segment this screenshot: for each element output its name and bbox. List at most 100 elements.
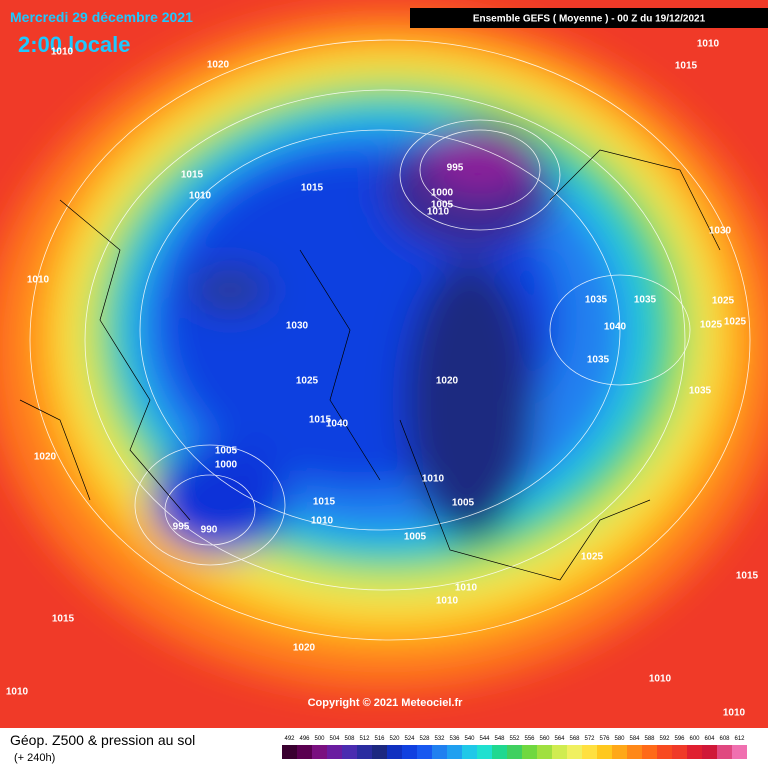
scale-swatch [327, 745, 342, 759]
scale-swatch [537, 745, 552, 759]
scale-label: 608 [719, 736, 730, 742]
scale-label: 492 [284, 736, 295, 742]
isobar-label: 1010 [6, 687, 29, 698]
scale-label: 508 [344, 736, 355, 742]
scale-swatch [372, 745, 387, 759]
scale-swatch [447, 745, 462, 759]
isobar-label: 1025 [581, 552, 604, 563]
scale-swatch [342, 745, 357, 759]
scale-swatch [387, 745, 402, 759]
scale-label: 576 [599, 736, 610, 742]
color-scale: 492 496 500 504 508 512 516 520 524 528 532 536 540 5… [282, 736, 747, 759]
scale-label: 548 [494, 736, 505, 742]
scale-swatch [567, 745, 582, 759]
isobar-label: 1010 [311, 516, 334, 527]
map-field [0, 0, 768, 728]
scale-label: 588 [644, 736, 655, 742]
isobar-label: 1040 [604, 322, 627, 333]
scale-label: 500 [314, 736, 325, 742]
isobar-label: 1035 [585, 295, 608, 306]
scale-label: 516 [374, 736, 385, 742]
isobar-label: 1000 [215, 460, 238, 471]
scale-swatch [507, 745, 522, 759]
scale-swatch [357, 745, 372, 759]
isobar-label: 1015 [52, 614, 75, 625]
isobar-label: 1040 [326, 419, 349, 430]
scale-swatch [702, 745, 717, 759]
isobar-label: 1035 [689, 386, 712, 397]
scale-label: 536 [449, 736, 460, 742]
scale-swatch [597, 745, 612, 759]
isobar-label: 1015 [675, 61, 698, 72]
scale-label: 600 [689, 736, 700, 742]
isobar-label: 1010 [422, 474, 445, 485]
legend-title: Géop. Z500 & pression au sol [10, 732, 195, 748]
isobar-label: 1030 [286, 321, 309, 332]
isobar-label: 1000 [431, 188, 454, 199]
isobar-label: 1030 [709, 226, 732, 237]
scale-swatch [312, 745, 327, 759]
scale-swatch [297, 745, 312, 759]
scale-swatch [477, 745, 492, 759]
scale-label: 496 [299, 736, 310, 742]
isobar-label: 1025 [700, 320, 723, 331]
scale-swatch [687, 745, 702, 759]
scale-swatch [282, 745, 297, 759]
isobar-label: 1035 [587, 355, 610, 366]
scale-swatch [612, 745, 627, 759]
scale-label: 560 [539, 736, 550, 742]
isobar-label: 1020 [207, 60, 230, 71]
scale-label: 568 [569, 736, 580, 742]
scale-swatch [642, 745, 657, 759]
scale-label: 592 [659, 736, 670, 742]
isobar-label: 1015 [301, 183, 324, 194]
scale-swatch [552, 745, 567, 759]
copyright: Copyright © 2021 Meteociel.fr [308, 697, 464, 709]
isobar-label: 1010 [455, 583, 478, 594]
isobar-label: 1005 [215, 446, 238, 457]
forecast-time: 2:00 locale [18, 32, 131, 57]
isobar-label: 1015 [309, 415, 332, 426]
scale-label: 604 [704, 736, 715, 742]
isobar-label: 995 [173, 522, 190, 533]
scale-label: 564 [554, 736, 565, 742]
run-banner [410, 8, 768, 28]
scale-swatch [402, 745, 417, 759]
scale-label: 556 [524, 736, 535, 742]
scale-swatch [732, 745, 747, 759]
isobar-label: 1010 [649, 674, 672, 685]
isobar-label: 1010 [27, 275, 50, 286]
isobar-label: 1025 [712, 296, 735, 307]
scale-label: 596 [674, 736, 685, 742]
scale-swatch [462, 745, 477, 759]
isobar-label: 995 [447, 163, 464, 174]
isobar-label: 1035 [634, 295, 657, 306]
scale-swatch [627, 745, 642, 759]
isobar-label: 990 [201, 525, 218, 536]
scale-swatch [522, 745, 537, 759]
scale-label: 584 [629, 736, 640, 742]
isobar-label: 1020 [436, 376, 459, 387]
isobar-label: 1020 [293, 643, 316, 654]
scale-label: 504 [329, 736, 340, 742]
forecast-date: Mercredi 29 décembre 2021 [10, 9, 193, 25]
isobar-label: 1015 [736, 571, 759, 582]
isobar-label: 1010 [189, 191, 212, 202]
isobar-label: 1015 [313, 497, 336, 508]
isobar-labels: 1010102010151010101599510001005101010101… [6, 39, 759, 719]
scale-label: 540 [464, 736, 475, 742]
scale-label: 552 [509, 736, 520, 742]
scale-swatch [492, 745, 507, 759]
scale-label: 524 [404, 736, 415, 742]
isobar-label: 1010 [427, 207, 450, 218]
scale-label: 520 [389, 736, 400, 742]
isobar-label: 1010 [51, 47, 74, 58]
isobar-label: 1005 [431, 200, 454, 211]
scale-label: 544 [479, 736, 490, 742]
run-info: Ensemble GEFS ( Moyenne ) - 00 Z du 19/1… [473, 14, 706, 25]
isobar-label: 1015 [181, 170, 204, 181]
scale-swatch [672, 745, 687, 759]
isobar-label: 1005 [404, 532, 427, 543]
legend-subtitle: (+ 240h) [14, 752, 55, 764]
